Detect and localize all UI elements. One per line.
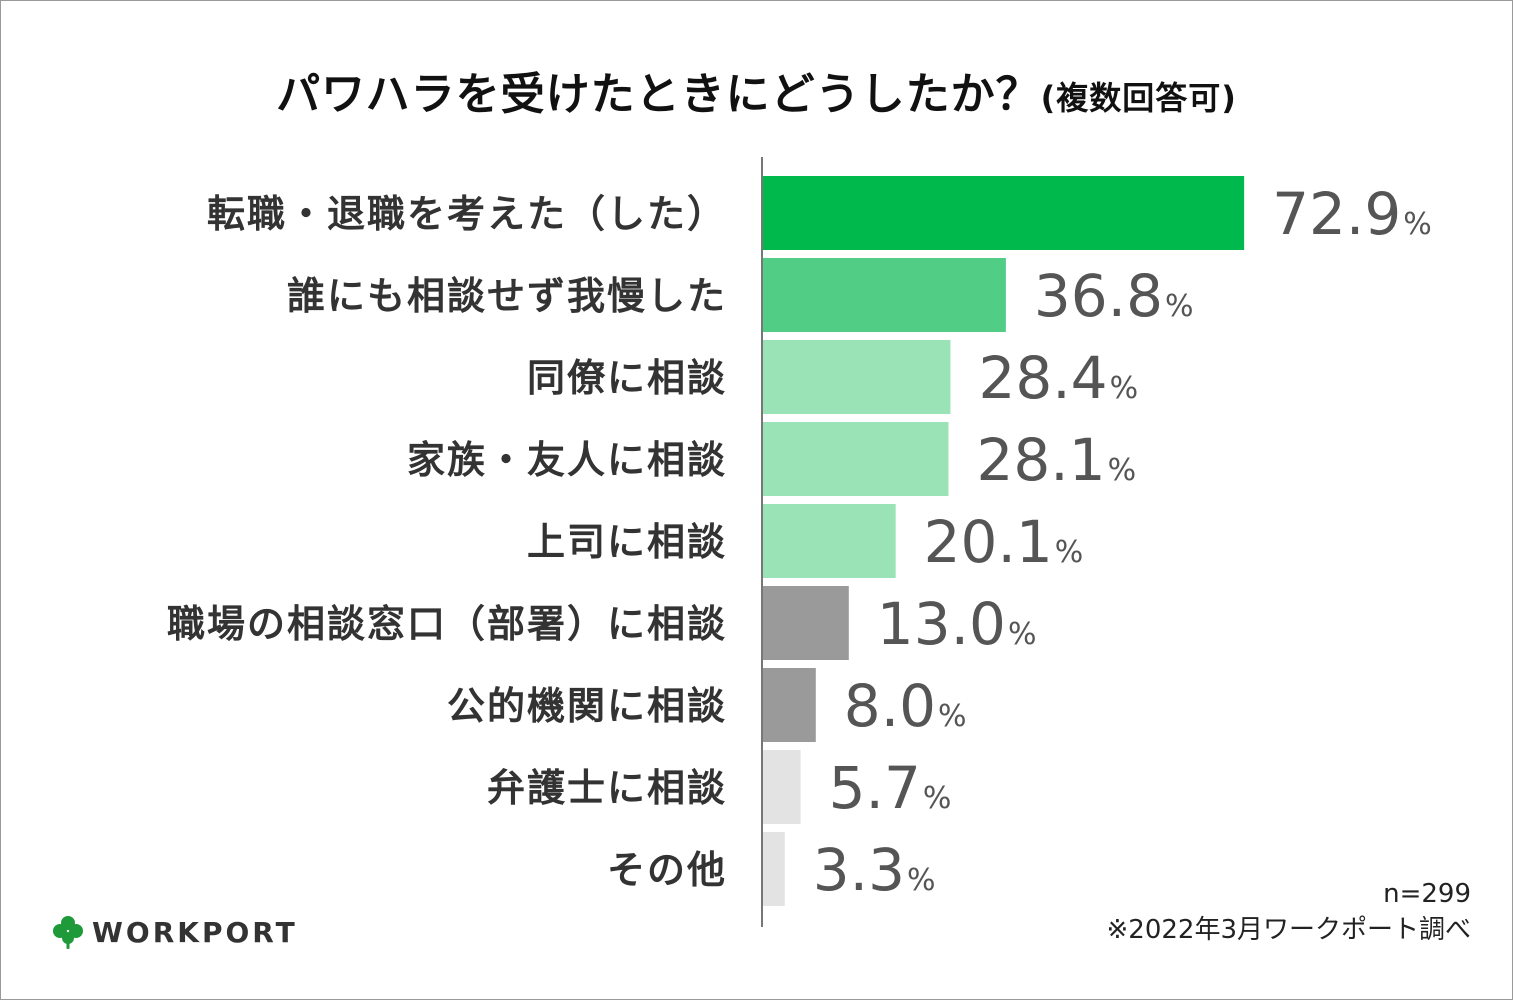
- bar: [763, 504, 896, 578]
- category-label: 同僚に相談: [527, 356, 727, 400]
- bar: [763, 750, 801, 824]
- category-label: 弁護士に相談: [487, 766, 727, 810]
- footnote: n=299 ※2022年3月ワークポート調べ: [1107, 876, 1472, 948]
- bar: [763, 258, 1006, 332]
- category-label: 誰にも相談せず我慢した: [287, 274, 727, 318]
- value-label: 36.8%: [1034, 262, 1194, 330]
- title-main: パワハラを受けたときにどうしたか？: [276, 69, 1041, 120]
- value-label: 13.0%: [877, 590, 1037, 658]
- category-label: その他: [607, 848, 727, 892]
- bar: [763, 668, 816, 742]
- value-label: 20.1%: [924, 508, 1084, 576]
- workport-logo: WORKPORT: [52, 910, 298, 954]
- bar: [763, 832, 785, 906]
- bar: [763, 340, 951, 414]
- source-note: ※2022年3月ワークポート調べ: [1106, 915, 1472, 945]
- value-label: 72.9%: [1272, 180, 1432, 248]
- category-label: 家族・友人に相談: [407, 438, 727, 482]
- logo-text: WORKPORT: [92, 915, 298, 949]
- clover-icon: [53, 916, 83, 949]
- value-label: 28.4%: [978, 344, 1138, 412]
- value-label: 5.7%: [829, 754, 952, 822]
- chart-title: パワハラを受けたときにどうしたか？(複数回答可): [0, 58, 1513, 122]
- sample-size: n=299: [1383, 879, 1471, 909]
- title-note: (複数回答可): [1040, 79, 1237, 117]
- value-label: 8.0%: [844, 672, 967, 740]
- bar: [763, 422, 949, 496]
- bar: [763, 586, 849, 660]
- bar: [763, 176, 1245, 250]
- value-label: 28.1%: [976, 426, 1136, 494]
- category-label: 上司に相談: [527, 520, 727, 564]
- category-label: 公的機関に相談: [447, 684, 727, 728]
- value-label: 3.3%: [813, 836, 936, 904]
- category-label: 職場の相談窓口（部署）に相談: [167, 602, 727, 646]
- category-label: 転職・退職を考えた（した）: [207, 192, 727, 236]
